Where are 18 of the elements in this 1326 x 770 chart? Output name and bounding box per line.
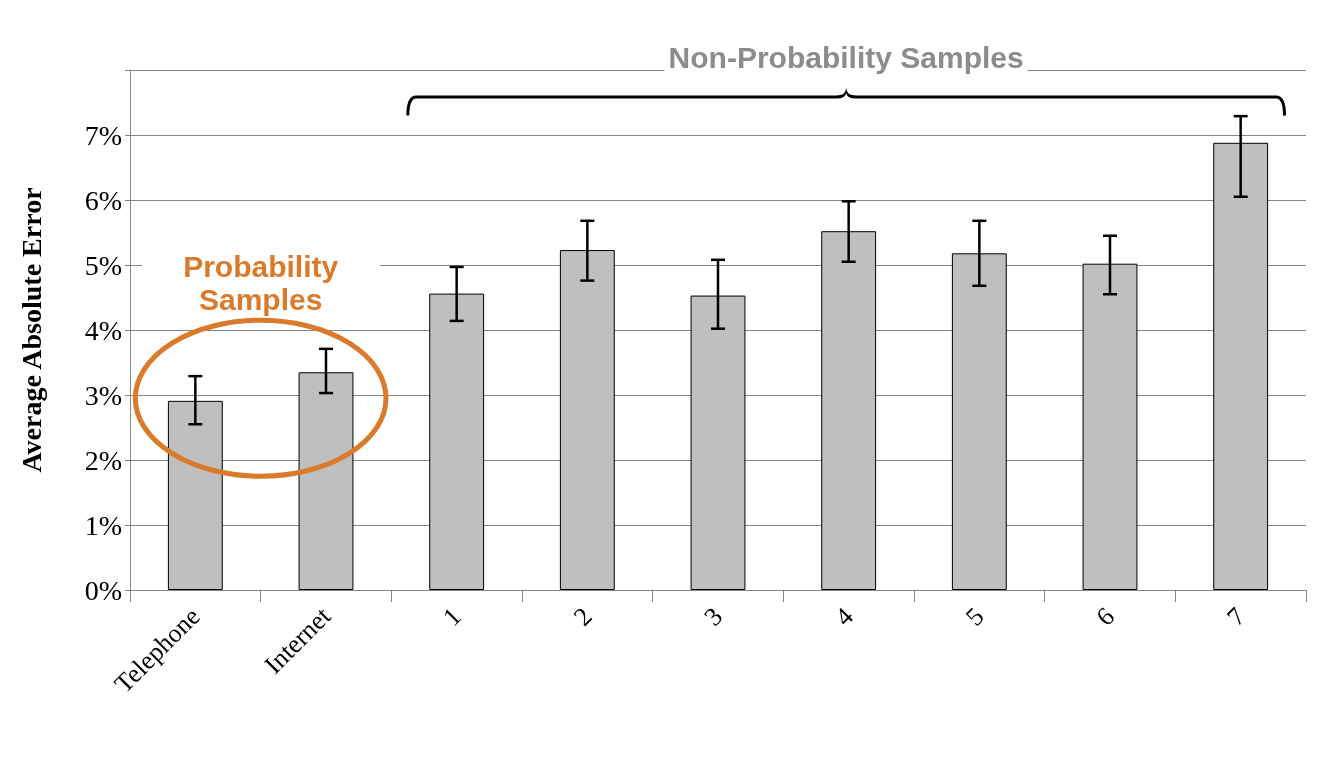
y-tick-label: 4% xyxy=(84,314,122,346)
x-tick-label: 3 xyxy=(698,601,729,632)
y-tick-label: 6% xyxy=(84,184,122,216)
y-tick-label: 7% xyxy=(84,119,122,151)
y-tick-label: 2% xyxy=(84,444,122,476)
y-axis-title: Average Absolute Error xyxy=(15,187,47,473)
y-tick-label: 0% xyxy=(84,574,122,606)
x-tick-label: 1 xyxy=(437,601,467,632)
x-tick-label: 5 xyxy=(959,601,990,632)
y-tick-label: 5% xyxy=(84,249,122,281)
y-tick-label: 3% xyxy=(84,379,122,411)
x-tick-label: 7 xyxy=(1221,601,1251,632)
x-tick-label: 4 xyxy=(829,601,859,632)
x-tick-label: 6 xyxy=(1090,601,1121,632)
y-tick-label: 1% xyxy=(84,509,122,541)
annotation: Non-Probability Samples xyxy=(664,40,1028,74)
x-tick-label: 2 xyxy=(567,601,598,632)
annotation: Probability Samples xyxy=(141,250,380,317)
